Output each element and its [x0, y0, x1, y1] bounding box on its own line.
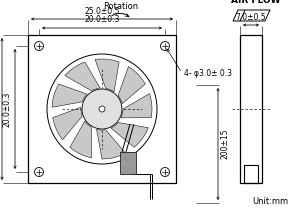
Circle shape — [160, 42, 169, 51]
Circle shape — [99, 106, 105, 112]
Circle shape — [34, 168, 43, 177]
Circle shape — [160, 168, 169, 177]
Bar — [120, 152, 136, 174]
Polygon shape — [121, 93, 152, 118]
Circle shape — [34, 42, 43, 51]
Polygon shape — [70, 121, 92, 158]
Bar — [240, 35, 262, 183]
Polygon shape — [52, 84, 87, 107]
Polygon shape — [53, 107, 82, 140]
Text: 20.0±0.3: 20.0±0.3 — [84, 15, 120, 25]
Text: 25.0±0.5: 25.0±0.5 — [84, 6, 120, 15]
Text: AIR FLOW: AIR FLOW — [231, 0, 281, 5]
Polygon shape — [111, 122, 148, 147]
Text: 20.0±0.3: 20.0±0.3 — [3, 91, 12, 127]
Polygon shape — [97, 129, 125, 159]
Polygon shape — [65, 62, 100, 91]
Polygon shape — [118, 67, 145, 104]
Text: 200±15: 200±15 — [221, 129, 230, 159]
Bar — [244, 165, 258, 183]
Circle shape — [82, 89, 122, 129]
Text: 4- φ3.0± 0.3: 4- φ3.0± 0.3 — [184, 69, 232, 78]
Text: 7.0±0.5: 7.0±0.5 — [236, 13, 266, 21]
Polygon shape — [95, 59, 119, 92]
Circle shape — [47, 54, 157, 164]
Text: Rotation: Rotation — [103, 2, 138, 11]
Text: Unit:mm: Unit:mm — [252, 197, 288, 206]
Bar — [28, 35, 176, 183]
